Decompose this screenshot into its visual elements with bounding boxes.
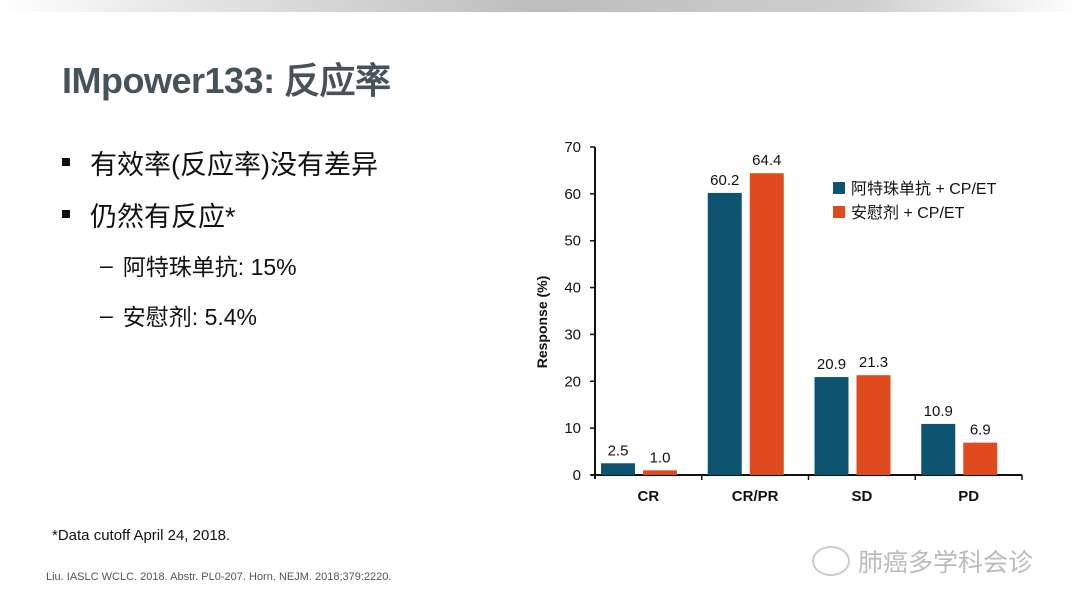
data-label: 6.9 — [970, 422, 991, 439]
x-tick-label: SD — [851, 488, 872, 505]
bar-sd-series0 — [814, 377, 849, 475]
x-tick-label: CR — [638, 488, 660, 505]
watermark-text: 肺癌多学科会诊 — [858, 549, 1034, 577]
footnote: *Data cutoff April 24, 2018. — [52, 527, 231, 544]
legend-label-atezolizumab: 阿特珠单抗 + CP/ET — [851, 180, 997, 198]
data-label: 60.2 — [710, 172, 739, 189]
bullet-list: 有效率(反应率)没有差异 仍然有反应* – 阿特珠单抗: 15% – 安慰剂: 5.… — [62, 136, 378, 340]
y-tick-label: 40 — [564, 280, 581, 297]
y-tick-label: 10 — [564, 420, 581, 437]
data-label: 20.9 — [817, 356, 846, 373]
sub-bullet-item: – 阿特珠单抗: 15% — [100, 240, 378, 290]
data-label: 2.5 — [608, 442, 629, 459]
data-label: 10.9 — [924, 403, 953, 420]
reference: Liu. IASLC WCLC. 2018. Abstr. PL0-207. H… — [46, 571, 392, 583]
data-label: 21.3 — [859, 354, 888, 371]
legend: 阿特珠单抗 + CP/ET 安慰剂 + CP/ET — [833, 180, 997, 222]
legend-swatch-placebo — [833, 206, 845, 218]
bullet-item: 仍然有反应* — [62, 188, 378, 240]
bullet-text: 有效率(反应率)没有差异 — [90, 149, 378, 180]
data-label: 64.4 — [752, 152, 781, 169]
top-gradient-bar — [0, 0, 1080, 12]
data-label: 1.0 — [650, 449, 671, 466]
bullet-text: 仍然有反应* — [90, 201, 236, 232]
y-tick-label: 0 — [573, 467, 581, 484]
bar-pd-series0 — [921, 423, 956, 475]
y-tick-label: 70 — [564, 139, 581, 156]
bullet-item: 有效率(反应率)没有差异 — [62, 136, 378, 188]
wechat-icon — [812, 546, 850, 576]
bullet-text: 阿特珠单抗: 15% — [122, 254, 297, 280]
dash-marker: – — [100, 251, 113, 278]
y-tick-label: 30 — [564, 326, 581, 343]
dash-marker: – — [100, 301, 113, 328]
legend-swatch-atezolizumab — [833, 182, 845, 194]
sub-bullet-item: – 安慰剂: 5.4% — [100, 290, 378, 340]
bar-sd-series1 — [856, 375, 891, 475]
square-bullet-icon — [62, 210, 70, 218]
legend-label-placebo: 安慰剂 + CP/ET — [851, 204, 965, 222]
y-axis-label: Response (%) — [534, 276, 550, 369]
square-bullet-icon — [62, 158, 70, 166]
slide-title: IMpower133: 反应率 — [62, 60, 391, 101]
bar-cr-pr-series1 — [749, 173, 784, 476]
y-tick-label: 60 — [564, 186, 581, 203]
y-tick-label: 20 — [564, 373, 581, 390]
bar-cr-series0 — [601, 463, 635, 475]
watermark: 肺癌多学科会诊 — [812, 543, 1033, 579]
bullet-text: 安慰剂: 5.4% — [122, 304, 258, 330]
bar-cr-pr-series0 — [707, 192, 742, 476]
bar-cr-series1 — [643, 470, 677, 475]
x-tick-label: CR/PR — [732, 488, 779, 505]
y-tick-label: 50 — [564, 233, 581, 250]
x-tick-label: PD — [958, 488, 979, 505]
bar-pd-series1 — [963, 442, 998, 475]
